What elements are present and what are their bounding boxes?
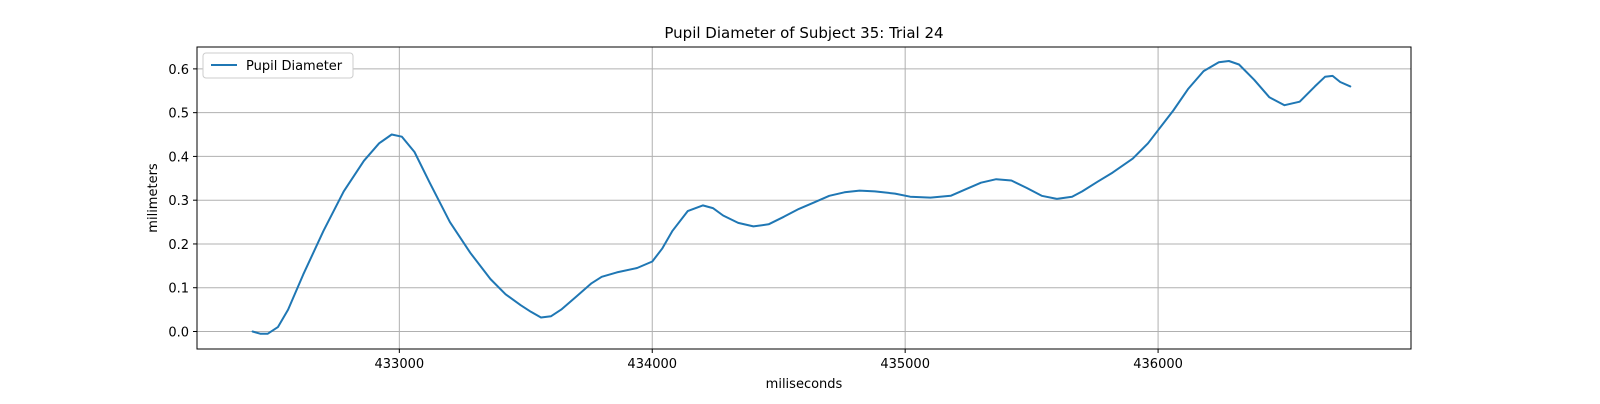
legend-label-pupil-diameter: Pupil Diameter	[246, 59, 343, 74]
y-tick-label: 0.5	[168, 107, 189, 122]
y-tick-label: 0.1	[168, 282, 189, 297]
x-tick-label: 433000	[375, 357, 425, 372]
chart-title: Pupil Diameter of Subject 35: Trial 24	[664, 24, 943, 42]
series-line-pupil-diameter	[251, 60, 1352, 335]
x-tick-label: 435000	[880, 357, 930, 372]
series-layer	[251, 60, 1352, 335]
y-axis-label: milimeters	[146, 163, 161, 233]
grid-layer	[197, 47, 1411, 349]
legend: Pupil Diameter	[202, 52, 354, 79]
y-tick-label: 0.2	[168, 238, 189, 253]
x-axis-label: miliseconds	[766, 377, 843, 392]
x-tick-label: 434000	[627, 357, 677, 372]
plot-frame	[196, 46, 1412, 350]
tick-layer: 433000 434000 435000 436000 0.0 0.1 0.2 0.3 0.4 0…	[168, 63, 1183, 372]
y-tick-label: 0.3	[168, 194, 189, 209]
legend-box	[202, 52, 354, 79]
y-tick-label: 0.4	[168, 150, 189, 165]
y-tick-label: 0.0	[168, 325, 189, 340]
y-tick-label: 0.6	[168, 63, 189, 78]
x-tick-label: 436000	[1133, 357, 1183, 372]
